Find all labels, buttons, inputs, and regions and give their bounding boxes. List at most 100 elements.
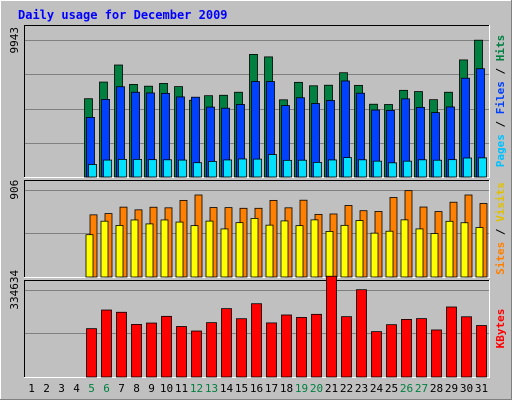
bar-kbytes-day-20	[311, 313, 322, 378]
bar-kbytes-day-31	[476, 325, 487, 378]
legend-kbytes: KBytes	[494, 309, 507, 349]
x-tick-label: 14	[220, 382, 234, 395]
bar-kbytes-day-8	[131, 324, 142, 378]
x-tick-label: 20	[310, 382, 323, 395]
series-sites	[85, 218, 484, 278]
x-tick-label: 15	[235, 382, 248, 395]
bar-pages-day-12	[193, 162, 202, 178]
bar-kbytes-day-19	[296, 317, 307, 378]
bar-kbytes-day-5	[86, 328, 97, 378]
chart-panel-2: 906 Sites / Visits	[8, 180, 507, 278]
bar-pages-day-9	[148, 159, 157, 178]
bar-pages-day-16	[253, 158, 262, 178]
x-tick-label: 19	[295, 382, 308, 395]
bar-kbytes-day-18	[281, 314, 292, 378]
x-tick-label: 5	[88, 382, 95, 395]
bar-kbytes-day-7	[116, 311, 127, 378]
bar-sites-day-27	[415, 228, 424, 278]
bar-kbytes-day-23	[356, 289, 367, 378]
x-tick-label: 31	[475, 382, 488, 395]
x-tick-label: 17	[265, 382, 278, 395]
bar-pages-day-14	[223, 159, 232, 178]
bar-sites-day-22	[340, 224, 349, 278]
bar-pages-day-17	[268, 154, 277, 178]
bar-sites-day-16	[250, 218, 259, 278]
bar-pages-day-7	[118, 158, 127, 178]
bar-pages-day-13	[208, 161, 217, 178]
bar-pages-day-19	[298, 159, 307, 178]
bar-pages-day-23	[358, 159, 367, 178]
legend-visits: Visits	[494, 182, 507, 222]
legend-pages: Pages	[494, 134, 507, 167]
bar-pages-day-18	[283, 159, 292, 178]
x-tick-label: 8	[133, 382, 140, 395]
y-axis-max-label: 9943	[8, 27, 21, 54]
bar-sites-day-17	[265, 224, 274, 278]
x-tick-label: 13	[205, 382, 218, 395]
panel-legend: Sites / Visits	[494, 182, 507, 275]
bar-sites-day-19	[295, 225, 304, 278]
bar-pages-day-15	[238, 158, 247, 178]
x-tick-label: 9	[148, 382, 155, 395]
x-tick-label: 18	[280, 382, 293, 395]
x-tick-label: 4	[73, 382, 80, 395]
bar-pages-day-10	[163, 159, 172, 178]
x-tick-label: 29	[445, 382, 458, 395]
bar-kbytes-day-27	[416, 318, 427, 378]
bar-pages-day-11	[178, 159, 187, 178]
bar-kbytes-day-26	[401, 319, 412, 378]
bar-pages-day-20	[313, 162, 322, 178]
bar-sites-day-21	[325, 231, 334, 278]
bar-sites-day-18	[280, 220, 289, 278]
bar-kbytes-day-30	[461, 316, 472, 378]
x-tick-label: 24	[370, 382, 384, 395]
bar-sites-day-31	[475, 227, 484, 278]
x-tick-label: 16	[250, 382, 263, 395]
x-tick-label: 25	[385, 382, 398, 395]
bar-sites-day-29	[445, 220, 454, 278]
bar-kbytes-day-25	[386, 324, 397, 378]
x-tick-label: 12	[190, 382, 203, 395]
legend-hits: Hits	[494, 35, 507, 62]
series-kbytes	[86, 275, 487, 378]
bar-sites-day-25	[385, 230, 394, 278]
x-tick-label: 1	[28, 382, 35, 395]
bar-pages-day-24	[373, 160, 382, 178]
panel-legend: Pages / Files / Hits	[494, 35, 507, 168]
bar-kbytes-day-9	[146, 322, 157, 378]
x-tick-label: 21	[325, 382, 338, 395]
bar-pages-day-22	[343, 157, 352, 178]
bar-kbytes-day-22	[341, 316, 352, 378]
y-axis-max-label: 334634	[8, 269, 21, 309]
bar-pages-day-28	[433, 159, 442, 178]
bar-pages-day-6	[103, 159, 112, 178]
bar-pages-day-30	[463, 157, 472, 178]
bar-sites-day-13	[205, 220, 214, 278]
x-tick-label: 30	[460, 382, 473, 395]
y-axis-max-label: 906	[8, 180, 21, 200]
x-tick-label: 7	[118, 382, 125, 395]
bar-kbytes-day-16	[251, 303, 262, 378]
bar-kbytes-day-28	[431, 329, 442, 378]
bar-kbytes-day-15	[236, 318, 247, 378]
x-tick-label: 11	[175, 382, 188, 395]
x-tick-label: 3	[58, 382, 65, 395]
bar-kbytes-day-12	[191, 330, 202, 378]
legend-sites: Sites	[494, 242, 507, 275]
bar-kbytes-day-21	[326, 275, 337, 378]
x-tick-label: 10	[160, 382, 173, 395]
bar-kbytes-day-10	[161, 315, 172, 378]
panel-legend: KBytes	[494, 309, 507, 349]
bar-sites-day-6	[100, 220, 109, 278]
bar-sites-day-7	[115, 225, 124, 278]
bar-sites-day-9	[145, 223, 154, 278]
bar-sites-day-11	[175, 221, 184, 278]
x-tick-label: 2	[43, 382, 50, 395]
bar-kbytes-day-14	[221, 308, 232, 378]
bar-sites-day-5	[85, 234, 94, 278]
legend-files: Files	[494, 81, 507, 114]
x-tick-label: 28	[430, 382, 443, 395]
series-pages	[88, 154, 487, 178]
x-tick-label: 23	[355, 382, 368, 395]
